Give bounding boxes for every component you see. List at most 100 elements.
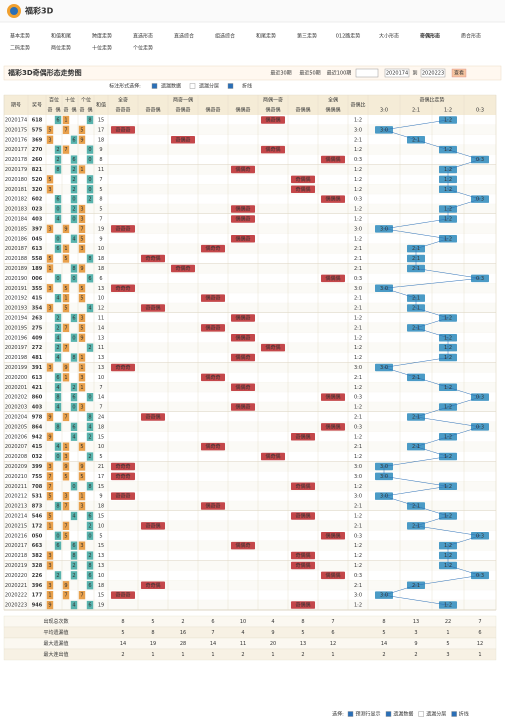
period-cell: 2020207 [5, 444, 27, 450]
digit-value: 9 [80, 335, 83, 341]
nav-tab[interactable]: 基本走势 [10, 33, 30, 40]
footer-option[interactable]: 遗漏分层 [426, 711, 446, 718]
nav-tab[interactable]: 奇偶形态 [420, 33, 440, 40]
trend-label: 2:1 [412, 504, 420, 510]
range-from[interactable]: 2020174 [386, 71, 408, 77]
nav-tab[interactable]: 和值和尾 [51, 33, 71, 40]
row-bg [4, 283, 496, 294]
input[interactable] [384, 68, 410, 78]
digit-value: 0 [72, 276, 75, 282]
stats-value: 9 [414, 641, 417, 647]
checkbox[interactable] [418, 711, 424, 717]
digit-value: 2 [56, 325, 59, 331]
nav-tab[interactable]: 和尾走势 [256, 33, 276, 40]
sum-cell: 13 [98, 355, 104, 361]
digit-value: 1 [48, 593, 51, 599]
number-cell: 023 [32, 207, 43, 213]
button[interactable] [451, 68, 467, 78]
period-link[interactable]: 最近50期 [299, 70, 320, 77]
digit-value: 6 [88, 583, 91, 589]
digit-cell [46, 254, 54, 263]
digit-cell [54, 145, 62, 154]
input[interactable] [355, 68, 379, 78]
checkbox[interactable] [151, 83, 158, 89]
nav-tab[interactable]: 第三走势 [297, 33, 317, 40]
option[interactable]: 遗漏数据 [161, 83, 181, 90]
nav-tab[interactable]: 跨度走势 [92, 33, 112, 40]
header-cell: 奇偶比 [350, 102, 365, 109]
sum-cell: 5 [99, 207, 102, 213]
nav-tab[interactable]: 质合形态 [461, 33, 481, 40]
nav-tab[interactable]: 十位走势 [92, 45, 112, 52]
number-cell: 821 [32, 167, 43, 173]
digit-value: 4 [72, 434, 75, 440]
pattern-label: 偶偶奇 [235, 404, 250, 411]
sum-cell: 15 [98, 593, 104, 599]
sum-cell: 14 [98, 325, 104, 331]
nav-tab[interactable]: 组选综合 [215, 33, 235, 40]
digit-value: 4 [56, 216, 59, 222]
digit-cell [54, 214, 62, 224]
nav-tab[interactable]: 两位走势 [51, 45, 71, 52]
digit-value: 3 [80, 207, 83, 213]
nav-tab[interactable]: 直选综合 [174, 33, 194, 40]
row-bg [4, 184, 496, 195]
row-bg [4, 223, 496, 234]
footer-option[interactable]: 预测行显示 [355, 711, 380, 718]
number-cell: 399 [32, 464, 43, 470]
digit-cell [62, 531, 70, 540]
pattern-label: 奇偶偶 [295, 433, 310, 440]
page-title: 福彩3D奇偶形态走势图 [7, 68, 82, 77]
period-cell: 2020190 [5, 276, 27, 282]
footer-option[interactable]: 遗漏数据 [393, 711, 413, 718]
checkbox[interactable] [347, 711, 354, 717]
digit-cell [78, 333, 86, 342]
stats-value: 2 [181, 619, 184, 625]
header-cell: 个位 [81, 97, 91, 104]
nav-tab[interactable]: 大小形态 [379, 33, 399, 40]
option[interactable]: 折线 [242, 83, 252, 90]
pattern-label: 偶偶偶 [325, 394, 340, 401]
nav-tab[interactable]: 直选形态 [133, 33, 153, 40]
nav-tab[interactable]: 二码走势 [10, 45, 30, 52]
checkbox[interactable] [227, 83, 234, 89]
digit-cell [86, 561, 94, 570]
digit-cell [62, 363, 70, 372]
checkbox[interactable] [189, 83, 196, 89]
pattern-hit [291, 601, 315, 609]
period-cell: 2020204 [5, 414, 27, 420]
digit-cell [62, 145, 70, 154]
trend-label: 1:2 [444, 236, 452, 242]
trend-label: 1:2 [444, 207, 452, 213]
range-to[interactable]: 2020223 [422, 71, 444, 77]
nav-tab[interactable]: 012路走势 [336, 33, 361, 40]
option[interactable]: 遗漏分层 [199, 83, 219, 90]
period-link[interactable]: 最近30期 [270, 70, 291, 77]
period-link[interactable]: 最近100期 [327, 70, 352, 77]
number-cell: 755 [32, 474, 43, 480]
digit-value: 6 [72, 424, 75, 430]
stats-label: 最大遗漏值 [43, 640, 68, 647]
trend-label: 1:2 [444, 315, 452, 321]
nav-tab[interactable]: 个位走势 [133, 45, 153, 52]
ratio-cell: 1:2 [354, 345, 362, 351]
pattern-label: 偶偶奇 [235, 166, 250, 173]
checkbox[interactable] [385, 711, 392, 717]
row-bg [4, 273, 496, 284]
pattern-hit [321, 274, 345, 283]
ratio-cell: 1:2 [354, 355, 362, 361]
pattern-label: 偶偶奇 [235, 206, 250, 213]
ratio-cell: 1:2 [354, 513, 362, 519]
row-bg [4, 243, 496, 254]
row-bg [4, 560, 496, 571]
digit-value: 9 [80, 137, 83, 143]
footer-option[interactable]: 折线 [459, 711, 469, 718]
input[interactable] [420, 68, 446, 78]
digit-value: 6 [88, 513, 91, 519]
button-label[interactable]: 查看 [454, 70, 464, 77]
checkbox[interactable] [451, 711, 457, 717]
digit-value: 5 [64, 286, 67, 292]
stats-value: 3 [414, 630, 417, 636]
ratio-cell: 2:1 [354, 325, 362, 331]
digit-value: 5 [80, 286, 83, 292]
